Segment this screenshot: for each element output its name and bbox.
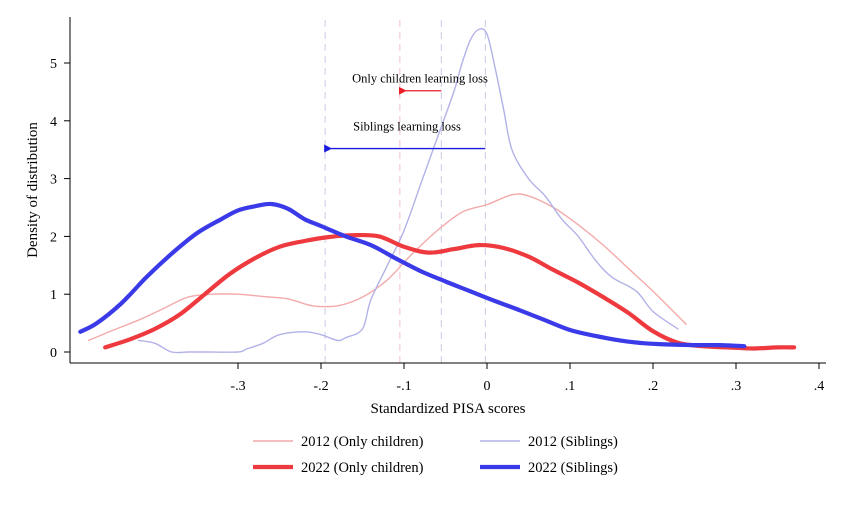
- reference-lines: [324, 20, 486, 363]
- annotations: Only children learning loss Siblings lear…: [324, 72, 488, 153]
- series-line-2012-siblings: [137, 28, 679, 354]
- annotation-label: Only children learning loss: [352, 72, 488, 86]
- series-line-2022-only-children: [103, 232, 797, 351]
- x-tick-label: .2: [648, 379, 659, 394]
- legend-label: 2012 (Only children): [301, 434, 424, 450]
- x-ticks: -.3 -.2 -.1 0 .1 .2 .3 .4: [230, 363, 824, 394]
- x-tick-label: .1: [565, 379, 576, 394]
- axes: [69, 17, 826, 364]
- legend-label: 2012 (Siblings): [528, 434, 618, 450]
- y-tick-label: 1: [50, 288, 57, 303]
- x-tick-label: .3: [731, 379, 742, 394]
- legend-label: 2022 (Siblings): [528, 460, 618, 476]
- y-axis-title: Density of distribution: [25, 122, 41, 258]
- x-tick-label: -.3: [230, 379, 245, 394]
- y-ticks: 0 1 2 3 4 5: [50, 57, 70, 361]
- x-tick-label: -.1: [396, 379, 411, 394]
- y-tick-label: 5: [50, 57, 57, 72]
- y-tick-label: 4: [50, 115, 57, 130]
- x-tick-label: -.2: [313, 379, 328, 394]
- series-line-2012-only-children: [87, 193, 687, 342]
- x-tick-label: .4: [814, 379, 825, 394]
- series-line-2022-siblings: [78, 201, 747, 349]
- legend: 2012 (Only children) 2012 (Siblings) 2022 …: [253, 434, 618, 476]
- x-axis-title: Standardized PISA scores: [371, 401, 526, 417]
- y-tick-label: 0: [50, 346, 57, 361]
- x-tick-label: 0: [484, 379, 491, 394]
- y-tick-label: 2: [50, 230, 57, 245]
- legend-label: 2022 (Only children): [301, 460, 424, 476]
- series-layer: [78, 28, 797, 354]
- y-tick-label: 3: [50, 173, 57, 188]
- annotation-label: Siblings learning loss: [353, 120, 461, 134]
